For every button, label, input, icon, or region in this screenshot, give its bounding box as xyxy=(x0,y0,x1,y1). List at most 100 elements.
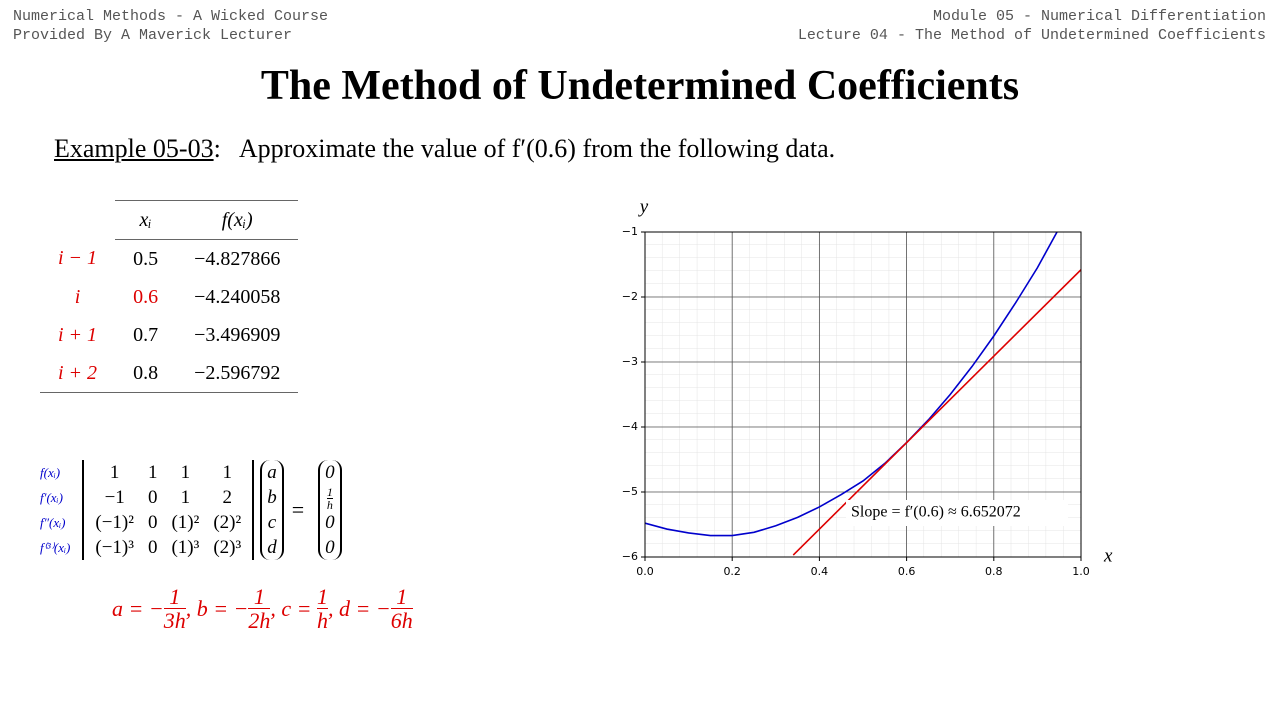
matrix-entry: 0 xyxy=(147,512,158,533)
unknown: c xyxy=(267,512,277,533)
solution-prefix: , d = − xyxy=(328,595,391,621)
fraction: 1 6h xyxy=(390,585,413,634)
y-axis-label: y xyxy=(638,196,649,217)
matrix-entry: 2 xyxy=(222,487,233,508)
matrix-entry: 1 xyxy=(147,462,158,483)
table-row: i − 1 0.5 −4.827866 xyxy=(40,240,298,279)
table-cell: 0.6 xyxy=(133,285,159,308)
table-row: i + 2 0.8 −2.596792 xyxy=(40,354,299,393)
rhs-entry: 0 xyxy=(325,462,335,483)
denominator: 2h xyxy=(248,608,271,634)
y-tick-label: −3 xyxy=(622,355,638,368)
row-label: f′(xᵢ) xyxy=(40,490,63,505)
course: Numerical Methods - A Wicked Course xyxy=(13,8,329,25)
fraction: 1 2h xyxy=(248,585,271,634)
fraction: 1 3h xyxy=(163,585,186,634)
x-tick-label: 0.0 xyxy=(636,565,654,578)
module: Module 05 - Numerical Differentiation xyxy=(932,8,1266,25)
solution-prefix: , b = − xyxy=(185,595,249,621)
lecturer: Provided By A Maverick Lecturer xyxy=(13,27,293,44)
matrix-entry: (2)³ xyxy=(213,537,242,558)
annotation-box xyxy=(846,500,1068,526)
denominator: h xyxy=(326,498,333,513)
example-text: : Approximate the value of f′(0.6) from … xyxy=(213,134,836,163)
y-tick-label: −1 xyxy=(622,225,638,238)
matrix-entry: −1 xyxy=(104,487,125,508)
annotation: Slope = f′(0.6) ≈ 6.652072 xyxy=(851,504,1021,521)
rhs-entry: 0 xyxy=(325,537,335,558)
matrix-entry: (−1)² xyxy=(95,512,134,533)
table-cell: −4.240058 xyxy=(194,285,281,308)
table-row: i + 1 0.7 −3.496909 xyxy=(40,316,298,354)
table-cell: −2.596792 xyxy=(176,354,299,393)
denominator: 3h xyxy=(163,608,186,634)
table-cell: 0.8 xyxy=(115,354,177,393)
table-cell: i + 1 xyxy=(58,323,98,346)
equals: = xyxy=(291,497,305,522)
x-tick-label: 0.6 xyxy=(898,565,916,578)
table-cell: i − 1 xyxy=(58,247,98,270)
matrix-entry: 1 xyxy=(180,487,191,508)
table-cell: −3.496909 xyxy=(194,323,281,346)
table-cell: −4.827866 xyxy=(194,247,281,270)
x-tick-label: 1.0 xyxy=(1072,565,1090,578)
series-line xyxy=(792,269,1081,556)
plot-frame xyxy=(644,231,1082,558)
header-right: Module 05 - Numerical Differentiation Le… xyxy=(798,7,1266,45)
unknown: b xyxy=(267,487,277,508)
denominator: 6h xyxy=(390,608,413,634)
example: Example 05-03: Approximate the value of … xyxy=(54,134,835,164)
linear-system: f(xᵢ) f′(xᵢ) f″(xᵢ) f⁽³⁾(xᵢ) 1 1 1 1 −1 0 1 2 (−1)²… xyxy=(40,460,342,560)
table-cell: 0.5 xyxy=(133,247,159,270)
matrix-entry: (−1)³ xyxy=(95,537,134,558)
numerator: 1 xyxy=(326,484,333,500)
header-left: Numerical Methods - A Wicked Course Prov… xyxy=(13,7,328,45)
matrix-entry: (1)² xyxy=(171,512,200,533)
matrix-entry: (1)³ xyxy=(171,537,200,558)
unknown: d xyxy=(267,537,277,558)
example-label: Example 05-03 xyxy=(54,134,214,163)
x-tick-label: 0.4 xyxy=(811,565,829,578)
table-cell: 0.7 xyxy=(133,323,159,346)
header-cell: f(xᵢ) xyxy=(176,200,299,240)
x-axis-label: x xyxy=(1103,545,1113,566)
y-tick-label: −5 xyxy=(622,485,638,498)
solution-prefix: , c = xyxy=(270,595,318,621)
numerator: 1 xyxy=(390,585,413,610)
table-row: i 0.6 −4.240058 xyxy=(40,278,298,316)
matrix-entry: 0 xyxy=(147,487,158,508)
x-tick-label: 0.2 xyxy=(723,565,741,578)
numerator: 1 xyxy=(248,585,271,610)
matrix-entry: 0 xyxy=(147,537,158,558)
row-label: f(xᵢ) xyxy=(40,465,61,480)
x-tick-label: 0.8 xyxy=(985,565,1003,578)
matrix-entry: 1 xyxy=(180,462,191,483)
row-label: f″(xᵢ) xyxy=(40,515,66,530)
title: The Method of Undetermined Coefficients xyxy=(260,63,1020,109)
row-label: f⁽³⁾(xᵢ) xyxy=(40,540,71,555)
matrix-entry: 1 xyxy=(109,462,120,483)
matrix-entry: 1 xyxy=(222,462,233,483)
rhs-entry: 0 xyxy=(325,512,335,533)
denominator: h xyxy=(317,608,329,634)
y-tick-label: −2 xyxy=(622,290,638,303)
numerator: 1 xyxy=(163,585,186,610)
matrix-entry: (2)² xyxy=(213,512,242,533)
data-table: xᵢ f(xᵢ) i − 1 0.5 −4.827866 i 0.6 −4.240058 i … xyxy=(40,200,299,393)
y-tick-label: −6 xyxy=(622,550,638,563)
series-line xyxy=(645,232,1058,537)
table-cell: i xyxy=(74,285,81,308)
solution-prefix: a = − xyxy=(112,595,164,621)
y-tick-label: −4 xyxy=(622,420,638,433)
table-cell: i + 2 xyxy=(40,354,116,393)
numerator: 1 xyxy=(317,584,329,610)
header-cell: xᵢ xyxy=(115,200,177,240)
lecture: Lecture 04 - The Method of Undetermined … xyxy=(797,27,1266,44)
unknown: a xyxy=(267,462,277,483)
